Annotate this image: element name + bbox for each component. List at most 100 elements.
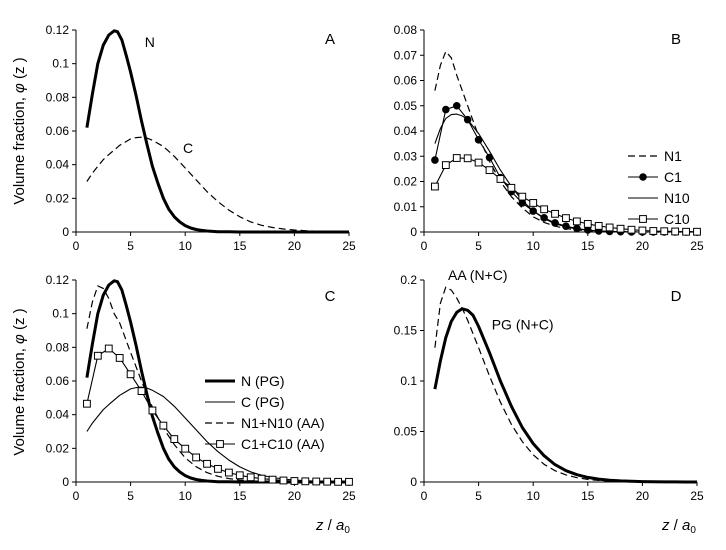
y-tick-label: 0.08 (46, 340, 70, 354)
x-tick-label: 15 (233, 489, 247, 503)
data-point (334, 477, 342, 486)
legend-label: C10 (664, 211, 690, 227)
x-tick-label: 20 (288, 239, 302, 253)
data-point (518, 192, 527, 201)
y-tick-label: 0.01 (394, 200, 418, 214)
legend: N1 C1 N10 C10 (628, 148, 690, 227)
y-tick-label: 0.12 (46, 23, 70, 37)
series-pg-n-c: PG (N+C) (433, 307, 697, 484)
legend: N (PG) C (PG) N1+N10 (AA) C1+C10 (AA) (205, 373, 325, 452)
y-tick-label: 0.06 (46, 374, 70, 388)
panel-label: D (671, 288, 682, 305)
y-tick-label: 0 (62, 225, 69, 239)
data-point (649, 227, 658, 235)
x-tick-label: 25 (690, 239, 704, 253)
series-n1-n10-aa (86, 285, 349, 483)
series-n: N (85, 29, 349, 234)
series-n1 (434, 50, 697, 233)
x-tick-label: 0 (73, 489, 80, 503)
legend-label: N (PG) (241, 373, 285, 389)
legend-marker (639, 215, 647, 223)
data-point (170, 435, 179, 443)
y-tick-label: 0.02 (46, 441, 70, 455)
data-point (627, 225, 636, 234)
y-tick-label: 0.08 (394, 23, 418, 37)
series-line (434, 113, 697, 233)
legend-label: C1+C10 (AA) (241, 436, 325, 452)
series-line (85, 279, 349, 484)
data-point (485, 166, 494, 175)
y-tick-label: 0 (410, 225, 417, 239)
x-tick-label: 10 (527, 489, 541, 503)
data-point (594, 222, 603, 230)
data-point (474, 158, 483, 167)
data-point (83, 399, 91, 408)
data-point (431, 156, 439, 164)
data-point (529, 199, 538, 207)
data-point (660, 227, 669, 236)
panel-c: 0 5 10 15 20 25 0 0.02 0.04 0.06 0.08 0.1 0.12 C N (PG… (46, 273, 356, 503)
y-tick-label: 0.06 (46, 124, 70, 138)
x-tick-label: 5 (127, 239, 134, 253)
y-tick-label: 0.04 (394, 124, 418, 138)
x-tick-label: 5 (475, 239, 482, 253)
panel-label: A (325, 31, 335, 48)
data-point (301, 477, 310, 486)
legend-label: N1+N10 (AA) (241, 415, 325, 431)
data-point (312, 477, 321, 486)
y-tick-label: 0 (410, 475, 417, 489)
x-tick-label: 15 (581, 239, 595, 253)
series-n10 (434, 113, 697, 233)
data-point (441, 161, 450, 169)
x-tick-label: 0 (73, 239, 80, 253)
panel-a: 0 5 10 15 20 25 0 0.02 0.04 0.06 0.08 0.1 0.12 A N C (46, 23, 356, 253)
series-annotation: N (145, 34, 155, 50)
data-point (507, 183, 516, 192)
data-point (290, 477, 299, 485)
series-annotation: AA (N+C) (448, 267, 508, 283)
data-point (463, 154, 472, 163)
series-line (434, 50, 697, 233)
legend-label: C (PG) (241, 394, 285, 410)
data-point (638, 226, 647, 235)
data-point (214, 464, 222, 473)
x-tick-label: 25 (342, 489, 356, 503)
y-tick-label: 0.04 (46, 408, 70, 422)
data-point (104, 344, 113, 353)
x-tick-label: 0 (421, 489, 428, 503)
x-tick-label: 20 (288, 489, 302, 503)
data-point (93, 351, 102, 360)
data-point (246, 473, 255, 482)
x-tick-label: 10 (179, 489, 193, 503)
series-aa-n-c: AA (N+C) (434, 267, 697, 483)
y-tick-label: 0.08 (46, 90, 70, 104)
legend-marker (216, 440, 224, 448)
data-point (224, 468, 233, 477)
data-point (496, 175, 505, 183)
panel-label: C (325, 288, 336, 305)
data-point (181, 444, 190, 453)
panel-d: 0 5 10 15 20 25 0 0.05 0.1 0.15 0.2 D AA (N+C) PG (N+… (394, 267, 704, 503)
data-point (159, 421, 168, 430)
y-tick-label: 0.03 (394, 149, 418, 163)
y-tick-label: 0.05 (394, 99, 418, 113)
x-tick-label: 5 (475, 489, 482, 503)
x-tick-label: 25 (690, 489, 704, 503)
x-tick-label: 0 (421, 239, 428, 253)
y-tick-label: 0.2 (400, 273, 417, 287)
x-tick-label: 20 (636, 489, 650, 503)
data-point (583, 220, 592, 228)
series-line (85, 29, 349, 234)
data-point (562, 214, 570, 223)
x-tick-label: 10 (527, 239, 541, 253)
data-point (605, 223, 614, 232)
series-annotation: C (183, 140, 193, 156)
data-point (551, 209, 559, 218)
legend-label: N10 (664, 190, 690, 206)
x-tick-label: 20 (636, 239, 650, 253)
x-axis-label-left: z / a0 (315, 517, 350, 536)
y-tick-label: 0.04 (46, 158, 70, 172)
data-point (137, 387, 146, 396)
data-point (203, 459, 211, 468)
